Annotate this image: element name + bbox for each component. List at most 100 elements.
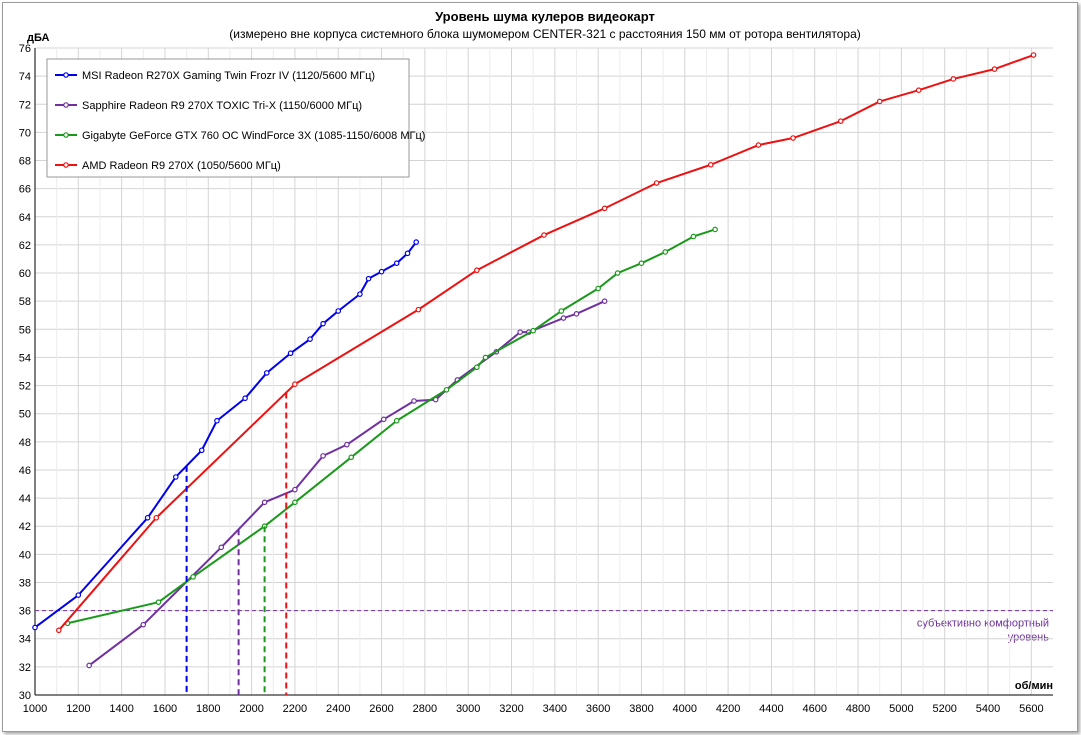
legend-entry: MSI Radeon R270X Gaming Twin Frozr IV (1… <box>82 70 375 82</box>
data-point <box>86 662 92 669</box>
x-axis-label: об/мин <box>1015 680 1053 692</box>
data-point <box>790 135 796 141</box>
noise-chart: Уровень шума кулеров видеокарт (измерено… <box>19 9 1053 715</box>
y-tick-label: 58 <box>19 296 31 308</box>
legend: MSI Radeon R270X Gaming Twin Frozr IV (1… <box>46 58 425 178</box>
series-line-2 <box>67 228 716 625</box>
data-point <box>404 250 411 257</box>
x-tick-label: 4400 <box>759 703 783 715</box>
data-point <box>172 474 179 480</box>
x-tick-label: 2400 <box>326 703 350 715</box>
legend-swatch-marker <box>63 132 69 138</box>
chart-subtitle: (измерено вне корпуса системного блока ш… <box>229 27 860 41</box>
legend-swatch-marker <box>63 72 69 78</box>
y-tick-label: 74 <box>19 71 31 83</box>
data-point <box>755 142 762 148</box>
data-point <box>707 161 714 168</box>
data-point <box>335 308 342 314</box>
data-point <box>393 417 400 424</box>
y-tick-label: 34 <box>19 634 31 646</box>
x-tick-label: 1200 <box>66 703 90 715</box>
data-point <box>601 298 608 304</box>
data-point <box>712 226 718 233</box>
x-tick-label: 4200 <box>716 703 740 715</box>
data-point <box>75 592 82 598</box>
data-point <box>443 386 450 393</box>
y-tick-label: 68 <box>19 156 31 168</box>
x-tick-label: 3800 <box>629 703 653 715</box>
data-point <box>601 205 608 212</box>
x-tick-label: 3600 <box>586 703 610 715</box>
data-point <box>320 453 326 459</box>
data-point <box>474 364 480 371</box>
x-tick-label: 5600 <box>1019 703 1043 715</box>
data-point <box>595 285 601 292</box>
x-tick-label: 2000 <box>239 703 263 715</box>
data-point <box>292 499 298 506</box>
data-point <box>482 354 489 361</box>
data-point <box>56 627 62 634</box>
y-tick-label: 76 <box>19 43 31 55</box>
legend-entry: AMD Radeon R9 270X (1050/5600 МГц) <box>82 160 281 172</box>
data-point <box>287 350 294 357</box>
tick-labels-group: 30 32 34 36 38 40 42 44 46 48 50 52 54 56 58 60 62 64 66 68… <box>19 43 1044 715</box>
data-point <box>144 514 151 521</box>
data-point <box>155 599 162 605</box>
x-tick-label: 5200 <box>932 703 956 715</box>
data-point <box>190 574 196 580</box>
data-point <box>292 486 298 493</box>
legend-swatch-marker <box>63 162 69 168</box>
data-point <box>292 381 298 387</box>
data-point <box>517 329 523 335</box>
y-tick-label: 42 <box>19 521 31 533</box>
data-point <box>378 268 385 275</box>
data-point <box>140 621 147 628</box>
legend-swatch-marker <box>63 102 69 108</box>
data-point <box>530 327 536 334</box>
data-point <box>411 398 417 404</box>
x-tick-label: 1000 <box>23 703 47 715</box>
data-point <box>380 416 387 423</box>
y-tick-label: 54 <box>19 352 31 364</box>
x-tick-label: 5400 <box>976 703 1000 715</box>
data-point <box>263 370 270 376</box>
x-tick-label: 3000 <box>456 703 480 715</box>
data-point <box>415 306 422 313</box>
data-point <box>320 320 326 327</box>
y-tick-label: 72 <box>19 99 31 111</box>
data-point <box>558 308 565 314</box>
y-tick-label: 62 <box>19 240 31 252</box>
data-point <box>541 232 547 238</box>
y-axis-label: дБА <box>27 32 49 44</box>
y-tick-label: 32 <box>19 662 31 674</box>
y-tick-label: 64 <box>19 212 31 224</box>
x-tick-label: 3400 <box>543 703 567 715</box>
x-tick-label: 2600 <box>369 703 393 715</box>
data-point <box>1030 52 1037 58</box>
data-point <box>560 315 567 321</box>
x-tick-label: 1800 <box>196 703 220 715</box>
y-tick-label: 48 <box>19 437 31 449</box>
data-point <box>837 118 844 124</box>
data-point <box>614 270 621 276</box>
data-point <box>214 417 220 424</box>
data-point <box>357 291 363 297</box>
x-tick-label: 2800 <box>413 703 437 715</box>
legend-entry: Gigabyte GeForce GTX 760 OC WindForce 3X… <box>82 130 425 142</box>
legend-entry: Sapphire Radeon R9 270X TOXIC Tri-X (115… <box>82 100 362 112</box>
data-point <box>991 66 998 72</box>
y-tick-label: 52 <box>19 381 31 393</box>
y-tick-label: 60 <box>19 268 31 280</box>
chart-title: Уровень шума кулеров видеокарт <box>435 9 655 24</box>
data-point <box>915 87 922 93</box>
data-point <box>365 275 372 282</box>
comfort-label-line2: уровень <box>1008 632 1050 644</box>
y-tick-label: 50 <box>19 409 31 421</box>
data-point <box>153 514 160 521</box>
y-tick-label: 56 <box>19 324 31 336</box>
y-tick-label: 44 <box>19 493 31 505</box>
data-point <box>261 499 268 506</box>
x-tick-label: 4600 <box>803 703 827 715</box>
data-point <box>474 267 480 274</box>
x-tick-label: 1400 <box>109 703 133 715</box>
